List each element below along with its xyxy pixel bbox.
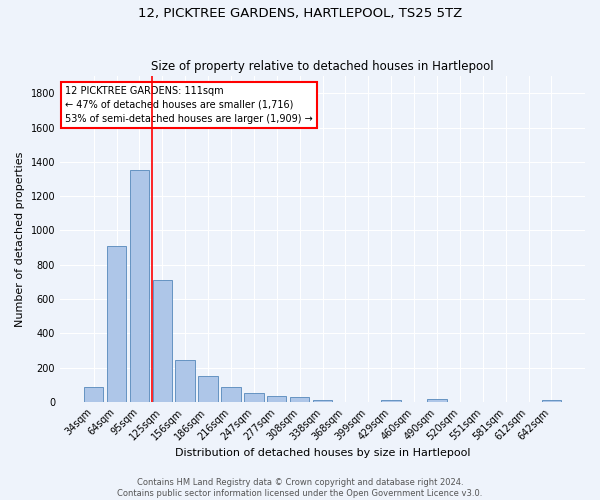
- Bar: [107, 246, 126, 402]
- Bar: [84, 388, 103, 402]
- Bar: [267, 396, 286, 402]
- X-axis label: Distribution of detached houses by size in Hartlepool: Distribution of detached houses by size …: [175, 448, 470, 458]
- Bar: [221, 388, 241, 402]
- Bar: [427, 398, 446, 402]
- Bar: [382, 400, 401, 402]
- Bar: [175, 360, 195, 402]
- Bar: [199, 376, 218, 402]
- Bar: [542, 400, 561, 402]
- Text: Contains HM Land Registry data © Crown copyright and database right 2024.
Contai: Contains HM Land Registry data © Crown c…: [118, 478, 482, 498]
- Bar: [244, 392, 263, 402]
- Y-axis label: Number of detached properties: Number of detached properties: [15, 152, 25, 327]
- Bar: [130, 170, 149, 402]
- Title: Size of property relative to detached houses in Hartlepool: Size of property relative to detached ho…: [151, 60, 494, 74]
- Text: 12, PICKTREE GARDENS, HARTLEPOOL, TS25 5TZ: 12, PICKTREE GARDENS, HARTLEPOOL, TS25 5…: [138, 8, 462, 20]
- Bar: [152, 280, 172, 402]
- Bar: [313, 400, 332, 402]
- Text: 12 PICKTREE GARDENS: 111sqm
← 47% of detached houses are smaller (1,716)
53% of : 12 PICKTREE GARDENS: 111sqm ← 47% of det…: [65, 86, 313, 124]
- Bar: [290, 397, 310, 402]
